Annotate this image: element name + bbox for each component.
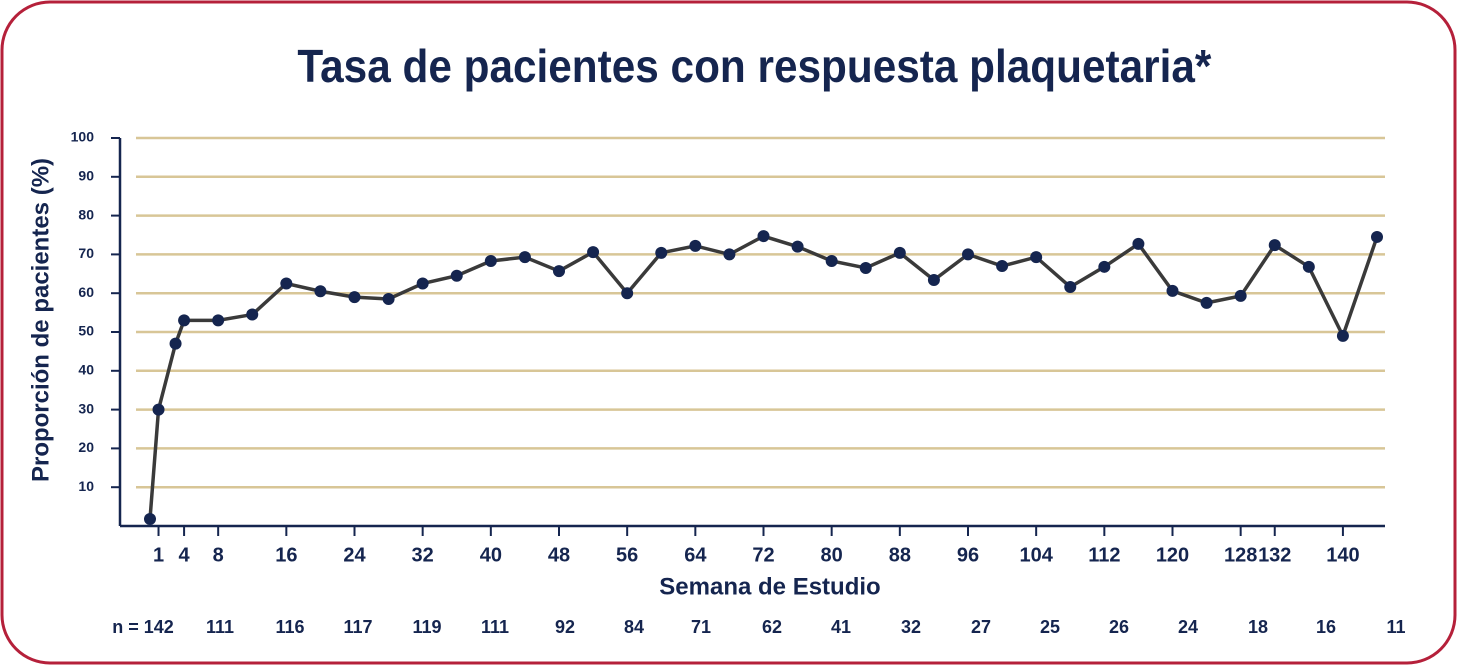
y-tick-label: 80 — [78, 206, 94, 222]
data-point — [893, 246, 906, 259]
y-axis-label: Proporción de pacientes (%) — [27, 158, 54, 482]
data-point — [450, 269, 463, 282]
x-tick-label: 80 — [821, 544, 843, 566]
data-point — [348, 291, 361, 304]
n-label: 84 — [624, 617, 644, 637]
data-point — [169, 337, 182, 350]
n-label: 119 — [412, 617, 441, 637]
x-tick-label: 1 — [153, 544, 164, 566]
x-tick-label: 8 — [213, 544, 224, 566]
y-tick-label: 60 — [78, 284, 94, 300]
y-tick-label: 10 — [78, 478, 94, 494]
n-label: 32 — [901, 617, 921, 637]
x-tick-label: 24 — [343, 544, 366, 566]
data-point — [757, 230, 770, 243]
x-tick-label: 40 — [480, 544, 502, 566]
n-label: 71 — [691, 617, 711, 637]
data-point — [152, 403, 165, 416]
x-axis-label: Semana de Estudio — [659, 573, 880, 600]
n-label: 25 — [1040, 617, 1060, 637]
x-tick-label: 32 — [412, 544, 434, 566]
n-label: n = 142 — [112, 617, 174, 637]
data-point — [655, 246, 668, 259]
chart-title: Tasa de pacientes con respuesta plaqueta… — [297, 42, 1212, 93]
y-tick-label: 40 — [78, 362, 94, 378]
data-point — [484, 254, 497, 267]
data-point — [314, 285, 327, 298]
n-label: 18 — [1248, 617, 1268, 637]
x-tick-label: 4 — [179, 544, 191, 566]
y-tick-label: 90 — [78, 168, 94, 184]
n-label: 11 — [1386, 617, 1405, 637]
x-tick-label: 128 — [1224, 544, 1257, 566]
data-point — [1098, 260, 1111, 273]
data-point — [996, 260, 1009, 273]
n-label: 62 — [762, 617, 782, 637]
data-point — [621, 287, 634, 300]
data-point — [1234, 289, 1247, 302]
data-point — [1030, 251, 1043, 264]
data-point — [518, 251, 531, 264]
data-point — [859, 261, 872, 274]
data-point — [723, 248, 736, 261]
data-point — [825, 254, 838, 267]
data-point — [178, 314, 191, 327]
x-tick-label: 120 — [1156, 544, 1189, 566]
data-point — [1166, 284, 1179, 297]
data-point — [382, 293, 395, 306]
x-tick-label: 112 — [1088, 544, 1120, 566]
x-tick-label: 132 — [1258, 544, 1291, 566]
n-label: 16 — [1316, 617, 1336, 637]
data-point — [212, 314, 225, 327]
x-tick-label: 72 — [752, 544, 774, 566]
data-point — [1200, 296, 1213, 309]
x-tick-label: 104 — [1019, 544, 1053, 566]
x-tick-label: 56 — [616, 544, 638, 566]
x-tick-label: 96 — [957, 544, 979, 566]
data-point — [1336, 329, 1349, 342]
n-label: 116 — [275, 617, 304, 637]
data-point — [553, 265, 565, 278]
n-label: 117 — [343, 617, 372, 637]
n-label: 26 — [1109, 617, 1129, 637]
y-tick-label: 50 — [78, 323, 94, 339]
data-point — [280, 277, 293, 290]
n-label: 92 — [555, 617, 575, 637]
data-point — [1268, 239, 1281, 252]
data-point — [1064, 280, 1077, 293]
n-label: 41 — [831, 617, 851, 637]
x-tick-label: 140 — [1326, 544, 1359, 566]
n-label: 111 — [481, 617, 509, 637]
y-tick-label: 20 — [78, 439, 94, 455]
data-point — [1371, 230, 1383, 243]
data-point — [246, 308, 259, 321]
y-tick-label: 100 — [71, 129, 95, 145]
x-tick-label: 48 — [548, 544, 570, 566]
x-tick-label: 64 — [684, 544, 707, 566]
y-tick-label: 70 — [78, 245, 94, 261]
n-label: 27 — [971, 617, 991, 637]
data-point — [144, 513, 156, 526]
y-tick-label: 30 — [78, 400, 94, 416]
data-point — [791, 240, 804, 253]
data-point — [1302, 260, 1315, 273]
x-tick-label: 88 — [889, 544, 911, 566]
x-tick-label: 16 — [275, 544, 297, 566]
data-point — [689, 239, 702, 252]
data-point — [927, 274, 940, 287]
n-label: 24 — [1178, 617, 1198, 637]
n-label: 111 — [206, 617, 234, 637]
data-point — [587, 246, 600, 259]
data-point — [1132, 237, 1145, 250]
data-point — [962, 248, 974, 261]
data-point — [416, 277, 429, 290]
